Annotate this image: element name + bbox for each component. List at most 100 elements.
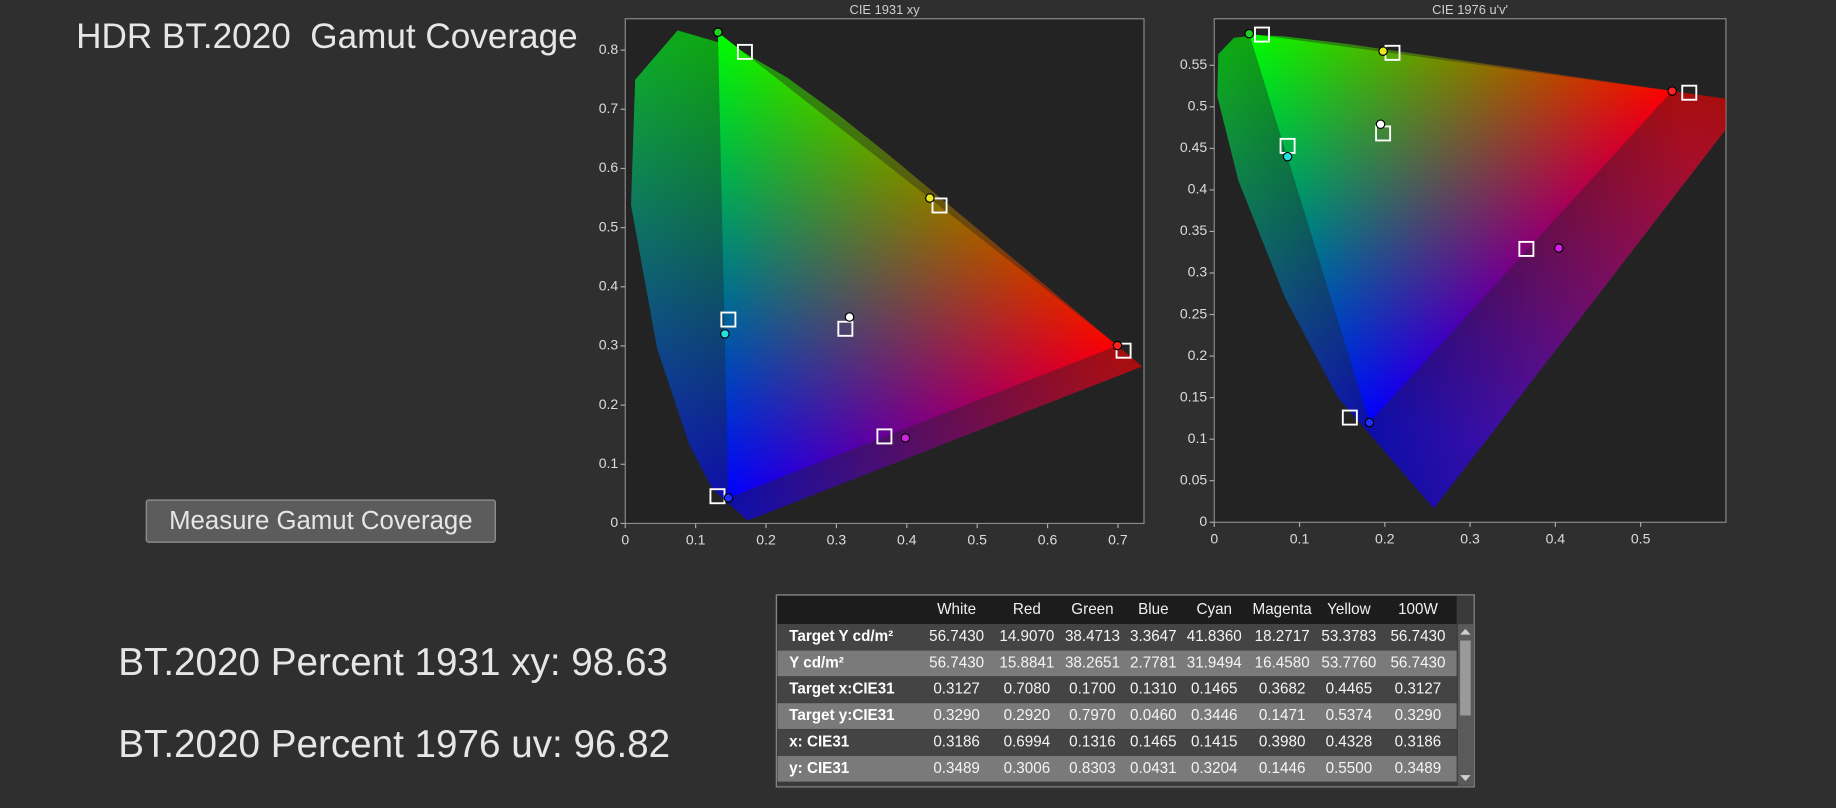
cell: 0.3186: [1395, 733, 1442, 750]
x-tick-label: 0: [621, 532, 629, 548]
row-label: Target Y cd/m²: [789, 628, 893, 645]
cell: 0.0460: [1130, 707, 1177, 724]
cell: 15.8841: [999, 654, 1054, 671]
y-tick-label: 0: [1199, 513, 1207, 529]
y-tick-label: 0.5: [1188, 98, 1208, 114]
y-tick-label: 0: [610, 514, 618, 530]
cell: 0.1415: [1191, 733, 1238, 750]
cell: 0.2920: [1004, 707, 1051, 724]
y-tick-label: 0.45: [1180, 139, 1208, 155]
cell: 0.4465: [1326, 681, 1373, 698]
cell: 41.8360: [1187, 628, 1242, 645]
cell: 0.6994: [1004, 733, 1051, 750]
x-tick-label: 0.7: [1108, 532, 1128, 548]
y-tick-label: 0.2: [1188, 347, 1208, 363]
x-tick-label: 0.5: [1631, 531, 1651, 547]
column-header: Blue: [1138, 601, 1168, 618]
cell: 53.7760: [1321, 654, 1376, 671]
cell: 0.3489: [1395, 760, 1442, 777]
cell: 56.7430: [929, 628, 984, 645]
x-tick-label: 0.2: [1375, 531, 1395, 547]
result-1976: BT.2020 Percent 1976 uv: 96.82: [118, 723, 670, 766]
target-marker: [931, 197, 948, 214]
button-label[interactable]: Measure Gamut Coverage: [169, 507, 472, 535]
x-tick-label: 0.6: [1038, 532, 1058, 548]
target-marker: [736, 43, 753, 60]
y-tick-label: 0.7: [599, 100, 619, 116]
row-label: Target y:CIE31: [789, 707, 895, 724]
scroll-up[interactable]: [1460, 628, 1471, 635]
target-marker: [1254, 26, 1270, 43]
cell: 56.7430: [1390, 628, 1445, 645]
measured-marker: [1244, 28, 1255, 39]
cell: 0.4328: [1326, 733, 1373, 750]
table-row-bg: [777, 703, 1457, 729]
cell: 0.3186: [933, 733, 980, 750]
cell: 0.1310: [1130, 681, 1177, 698]
column-header: Green: [1071, 601, 1113, 618]
cell: 0.1446: [1259, 760, 1306, 777]
measured-marker: [1112, 340, 1123, 351]
x-tick-label: 0.4: [897, 532, 917, 548]
cell: 0.3980: [1259, 733, 1306, 750]
measured-marker: [713, 27, 723, 37]
measured-marker: [844, 312, 855, 322]
target-marker: [1681, 84, 1698, 101]
row-label: Y cd/m²: [789, 654, 844, 671]
result-label: BT.2020 Percent 1931 xy:: [118, 641, 560, 684]
y-tick-label: 0.4: [1188, 181, 1208, 197]
cell: 38.2651: [1065, 654, 1120, 671]
measure-button[interactable]: Measure Gamut Coverage: [145, 499, 497, 543]
cell: 0.7970: [1069, 707, 1116, 724]
measured-marker: [1364, 417, 1375, 428]
cell: 0.0431: [1130, 760, 1177, 777]
x-tick-label: 0.2: [756, 532, 776, 548]
cell: 0.1465: [1130, 733, 1177, 750]
cell: 0.3290: [1395, 707, 1442, 724]
data-table: White Red Green Blue Cyan Magenta Yellow 100W Ta…: [775, 594, 1475, 788]
page-title: HDR BT.2020 Gamut Coverage: [76, 17, 578, 56]
column-header: Magenta: [1253, 601, 1313, 618]
table-row-bg: [777, 755, 1457, 782]
y-tick-label: 0.15: [1180, 388, 1208, 404]
y-tick-label: 0.4: [599, 277, 619, 293]
y-tick-label: 0.8: [599, 41, 619, 57]
y-tick-label: 0.35: [1180, 222, 1208, 238]
cell: 14.9070: [999, 628, 1054, 645]
scroll-thumb[interactable]: [1460, 640, 1471, 716]
x-tick-label: 0: [1210, 531, 1218, 547]
y-tick-label: 0.25: [1180, 305, 1208, 321]
measured-marker: [1282, 151, 1293, 162]
scroll-down[interactable]: [1460, 775, 1471, 782]
cell: 0.3446: [1191, 707, 1238, 724]
chart-title: CIE 1976 u'v': [1432, 2, 1508, 17]
result-value: 96.82: [573, 723, 670, 766]
cell: 0.3127: [933, 681, 980, 698]
cell: 0.1316: [1069, 733, 1116, 750]
target-marker: [720, 311, 737, 328]
y-tick-label: 0.1: [599, 455, 619, 471]
column-header: 100W: [1398, 601, 1438, 618]
measured-marker: [723, 493, 734, 503]
chart-title: CIE 1931 xy: [850, 2, 921, 17]
table-row-bg: [777, 624, 1457, 650]
button-face[interactable]: [145, 499, 497, 543]
y-tick-label: 0.5: [599, 218, 619, 234]
column-header: Red: [1013, 601, 1041, 618]
cell: 31.9494: [1187, 654, 1243, 671]
measured-marker: [925, 193, 935, 203]
cell: 56.7430: [1390, 654, 1445, 671]
target-marker: [1518, 240, 1535, 257]
target-marker: [1115, 342, 1132, 359]
y-tick-label: 0.6: [599, 159, 619, 175]
target-marker: [1341, 409, 1358, 426]
column-header: Cyan: [1196, 601, 1232, 618]
cell: 0.1465: [1191, 681, 1238, 698]
result-1931: BT.2020 Percent 1931 xy: 98.63: [118, 641, 668, 684]
cell: 0.3682: [1259, 681, 1306, 698]
measured-marker: [720, 329, 730, 339]
target-marker: [876, 428, 893, 445]
y-tick-label: 0.05: [1180, 471, 1208, 487]
cell: 3.3647: [1130, 628, 1177, 645]
